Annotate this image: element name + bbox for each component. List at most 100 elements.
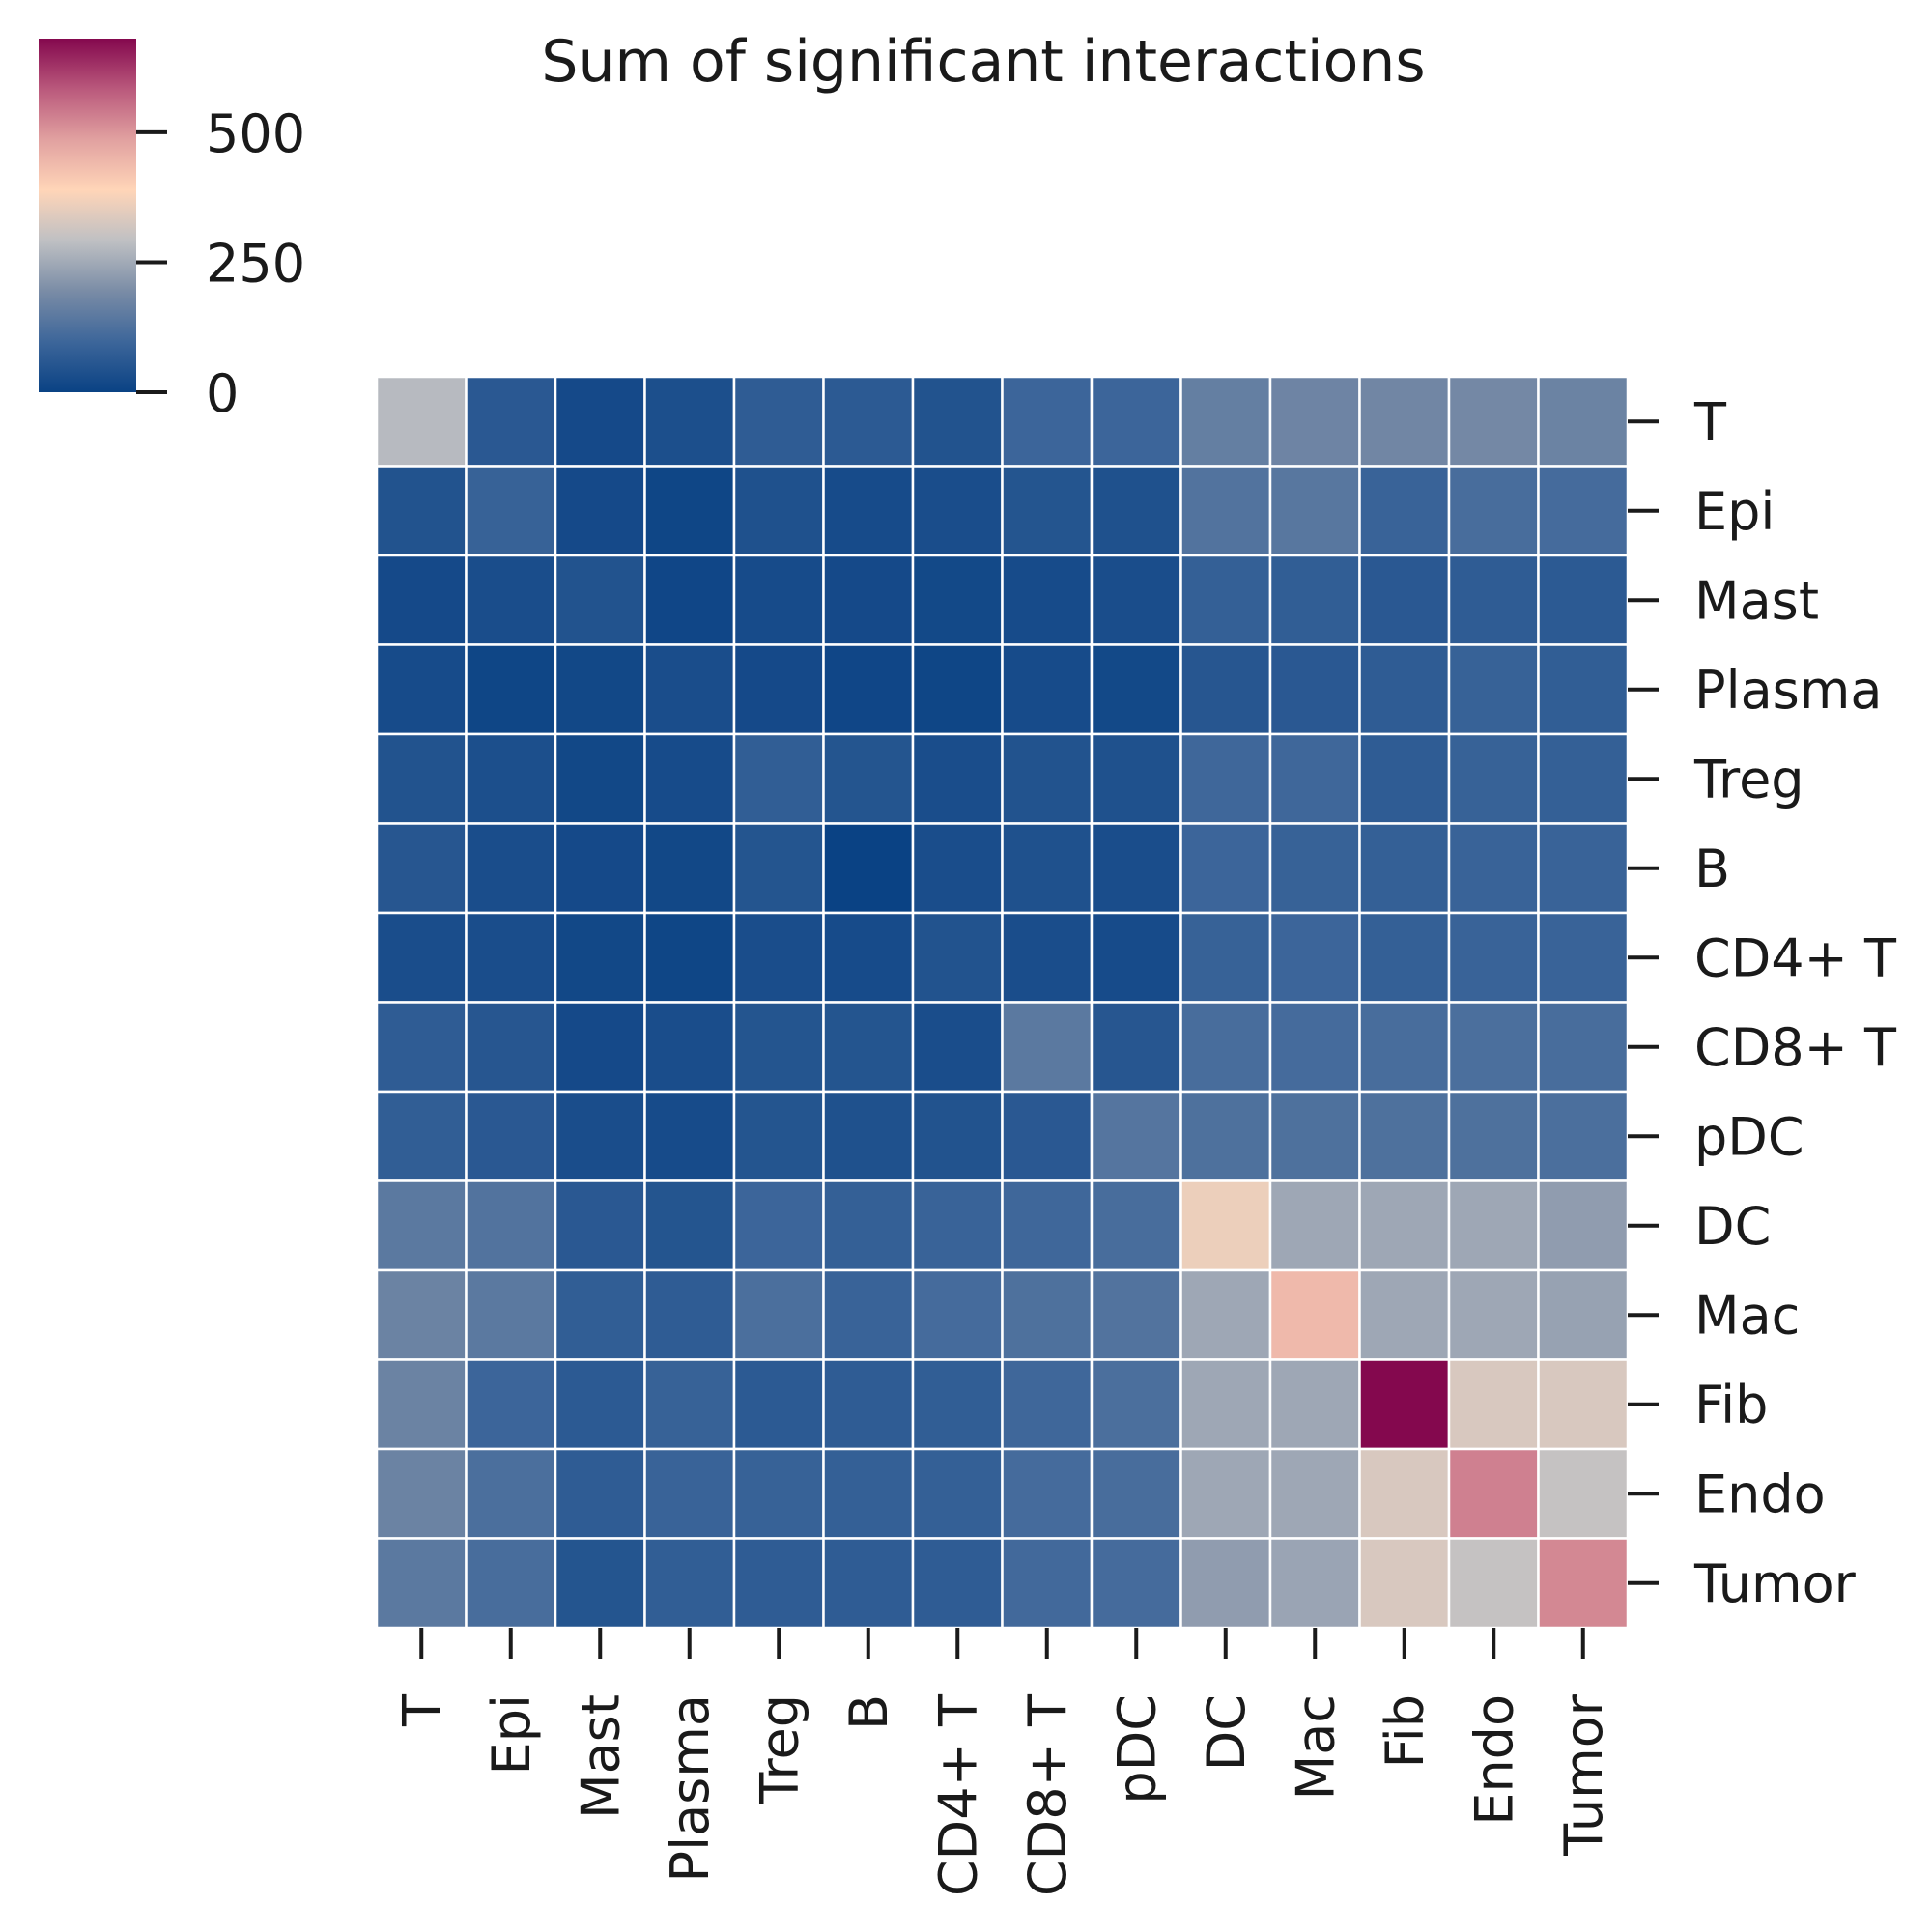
heatmap-cell — [375, 1090, 468, 1182]
heatmap-cell — [375, 375, 468, 468]
heatmap-cell — [1001, 1268, 1094, 1361]
column-label: pDC — [1106, 1694, 1167, 1804]
heatmap-cell — [1090, 1179, 1182, 1272]
heatmap-cells — [375, 375, 1630, 1630]
heatmap-cell — [1268, 1090, 1361, 1182]
heatmap-cell — [1179, 1358, 1272, 1451]
heatmap-cell — [554, 643, 646, 736]
heatmap-cell — [1090, 1268, 1182, 1361]
heatmap-cell — [1179, 1447, 1272, 1540]
row-label: B — [1694, 838, 1730, 899]
heatmap-cell — [554, 1179, 646, 1272]
heatmap-cell — [1268, 732, 1361, 825]
column-label: CD4+ T — [927, 1693, 988, 1896]
heatmap-cell — [643, 1001, 736, 1094]
heatmap-cell — [554, 1537, 646, 1630]
heatmap-cell — [1001, 643, 1094, 736]
heatmap-cell — [1447, 1268, 1540, 1361]
column-label: Fib — [1375, 1694, 1435, 1768]
heatmap-cell — [1090, 822, 1182, 915]
heatmap-cell — [643, 1090, 736, 1182]
heatmap-cell — [1358, 643, 1451, 736]
heatmap-cell — [1447, 732, 1540, 825]
heatmap-cell — [1537, 1268, 1630, 1361]
heatmap-cell — [465, 554, 557, 646]
heatmap-cell — [1537, 822, 1630, 915]
heatmap-cell — [1001, 1537, 1094, 1630]
heatmap-cell — [1179, 1268, 1272, 1361]
heatmap-cell — [643, 375, 736, 468]
column-label: DC — [1196, 1694, 1257, 1771]
heatmap-cell — [643, 911, 736, 1004]
heatmap-cell — [1268, 1179, 1361, 1272]
heatmap-cell — [643, 732, 736, 825]
heatmap-cell — [1090, 554, 1182, 646]
heatmap-cell — [732, 465, 825, 557]
heatmap-cell — [911, 643, 1004, 736]
heatmap-cell — [1179, 732, 1272, 825]
colorbar-tick-label: 500 — [206, 103, 305, 164]
heatmap-cell — [732, 554, 825, 646]
heatmap-cell — [911, 375, 1004, 468]
row-label: DC — [1694, 1196, 1771, 1257]
heatmap-cell — [1358, 465, 1451, 557]
heatmap-cell — [1268, 465, 1361, 557]
heatmap-cell — [1358, 554, 1451, 646]
heatmap-cell — [1537, 1358, 1630, 1451]
heatmap-cell — [1001, 1090, 1094, 1182]
heatmap-cell — [1268, 1001, 1361, 1094]
heatmap-cell — [732, 1001, 825, 1094]
heatmap-cell — [1447, 1179, 1540, 1272]
colorbar-tick-label: 0 — [206, 363, 239, 424]
row-label: pDC — [1694, 1106, 1804, 1167]
heatmap-cell — [1268, 911, 1361, 1004]
heatmap-cell — [1358, 1447, 1451, 1540]
heatmap-cell — [554, 375, 646, 468]
column-label: T — [391, 1693, 452, 1727]
heatmap-cell — [1358, 1001, 1451, 1094]
row-label: T — [1693, 391, 1727, 452]
heatmap-cell — [554, 1001, 646, 1094]
heatmap-cell — [375, 1268, 468, 1361]
heatmap-cell — [1447, 822, 1540, 915]
row-label: Mac — [1694, 1285, 1800, 1346]
heatmap-cell — [465, 732, 557, 825]
heatmap-cell — [911, 1537, 1004, 1630]
heatmap-cell — [554, 1268, 646, 1361]
heatmap-cell — [465, 822, 557, 915]
heatmap-cell — [822, 1090, 915, 1182]
heatmap-cell — [1001, 1358, 1094, 1451]
column-label: Endo — [1463, 1694, 1524, 1826]
heatmap-cell — [732, 1268, 825, 1361]
heatmap-cell — [643, 1447, 736, 1540]
row-label: Mast — [1694, 570, 1819, 631]
heatmap-cell — [1537, 1001, 1630, 1094]
heatmap-cell — [1358, 732, 1451, 825]
heatmap-cell — [1268, 375, 1361, 468]
row-label: Plasma — [1694, 660, 1882, 721]
heatmap-cell — [1001, 465, 1094, 557]
heatmap-cell — [822, 643, 915, 736]
heatmap-cell — [1179, 465, 1272, 557]
heatmap-cell — [643, 1537, 736, 1630]
column-label: B — [838, 1694, 899, 1730]
heatmap-cell — [465, 1268, 557, 1361]
heatmap-cell — [822, 1268, 915, 1361]
heatmap-cell — [911, 554, 1004, 646]
heatmap-cell — [1447, 375, 1540, 468]
heatmap-cell — [822, 375, 915, 468]
heatmap-cell — [1358, 822, 1451, 915]
heatmap-cell — [732, 732, 825, 825]
column-label: Epi — [481, 1694, 542, 1775]
heatmap-cell — [554, 1090, 646, 1182]
heatmap-cell — [1268, 822, 1361, 915]
heatmap-cell — [375, 1358, 468, 1451]
heatmap-cell — [375, 1179, 468, 1272]
heatmap-cell — [554, 1447, 646, 1540]
heatmap-cell — [732, 1537, 825, 1630]
heatmap-cell — [375, 732, 468, 825]
heatmap-cell — [732, 375, 825, 468]
heatmap-cell — [1447, 1447, 1540, 1540]
column-label: Tumor — [1553, 1693, 1614, 1857]
heatmap-cell — [1090, 375, 1182, 468]
